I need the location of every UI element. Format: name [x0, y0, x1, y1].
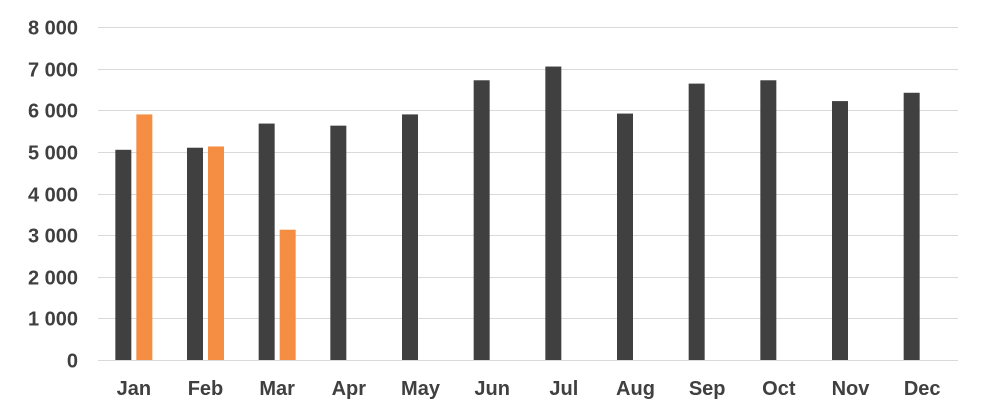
bar-series1-nov: [832, 101, 848, 360]
bar-series2-mar: [279, 229, 296, 360]
bar-series1-may: [402, 114, 418, 360]
x-tick-label: Jul: [549, 378, 578, 400]
bar-series1-dec: [903, 92, 920, 360]
bar-series1-aug: [617, 113, 633, 360]
bar-series1-mar: [258, 123, 275, 360]
x-tick-label: Aug: [616, 378, 655, 400]
x-tick-label: Nov: [832, 378, 871, 400]
y-axis-ticks: 0 1 000 2 000 3 000 4 000 5 000 6 000 7 000 8 00…: [28, 18, 78, 373]
bar-series2-jan: [136, 114, 153, 360]
x-tick-label: Mar: [259, 378, 295, 400]
bar-series1-jun: [473, 80, 490, 360]
y-tick-label: 2 000: [28, 268, 78, 290]
bar-series1-sep: [688, 83, 705, 361]
y-tick-label: 0: [67, 351, 78, 373]
bar-series1-oct: [760, 80, 777, 360]
bar-series1-feb: [187, 147, 203, 360]
y-tick-label: 1 000: [28, 309, 78, 331]
x-tick-label: Dec: [904, 378, 941, 400]
x-tick-label: May: [401, 378, 441, 400]
y-tick-label: 5 000: [28, 143, 78, 165]
bars: [115, 66, 920, 361]
bar-series1-jul: [545, 66, 562, 360]
x-tick-label: Oct: [762, 378, 796, 400]
x-tick-label: Feb: [188, 378, 224, 400]
bar-series1-jan: [115, 149, 132, 360]
y-tick-label: 3 000: [28, 226, 78, 248]
y-tick-label: 4 000: [28, 185, 78, 207]
bar-series1-apr: [330, 125, 347, 361]
bar-series2-feb: [208, 146, 224, 360]
y-tick-label: 7 000: [28, 60, 78, 82]
y-tick-label: 8 000: [28, 18, 78, 40]
x-tick-label: Sep: [689, 378, 726, 400]
x-tick-label: Jan: [117, 378, 151, 400]
y-tick-label: 6 000: [28, 101, 78, 123]
x-axis-ticks: Jan Feb Mar Apr May Jun Jul Aug Sep Oct Nov Dec: [117, 378, 941, 400]
x-tick-label: Jun: [474, 378, 510, 400]
x-tick-label: Apr: [332, 378, 367, 400]
gridlines: [98, 27, 958, 361]
